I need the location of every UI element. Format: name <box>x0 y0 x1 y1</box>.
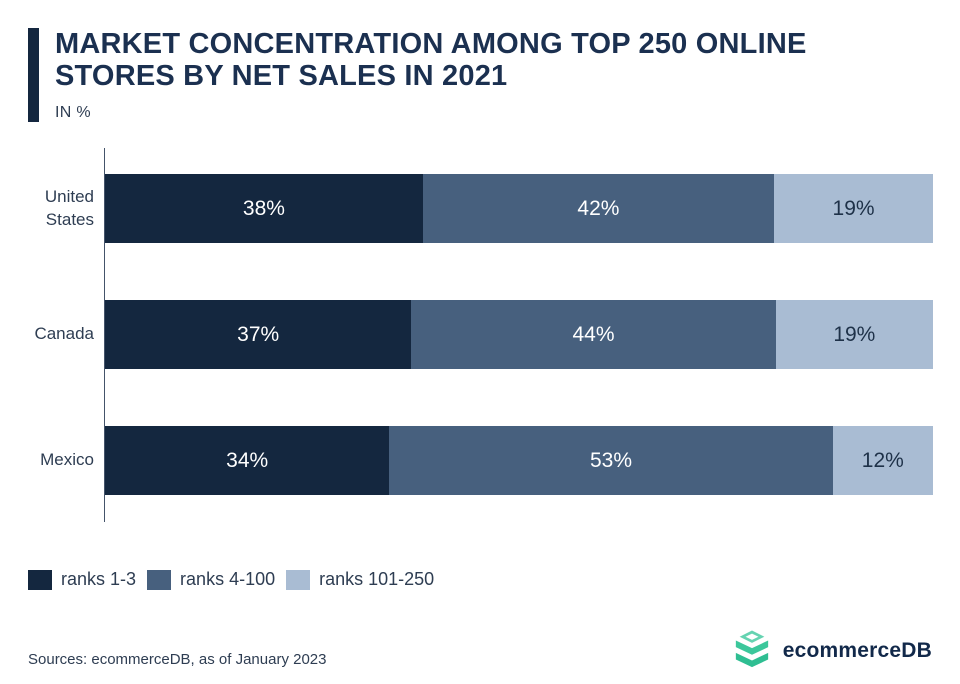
bar-row-united-states: United States 38% 42% 19% <box>45 174 933 243</box>
legend-item-ranks-101-250: ranks 101-250 <box>286 569 434 590</box>
legend-swatch-ranks-101-250 <box>286 569 311 590</box>
chart-header: MARKET CONCENTRATION AMONG TOP 250 ONLIN… <box>28 28 900 122</box>
stacked-bar-chart: United States 38% 42% 19% Canada 37% 44% 19% Mex… <box>34 148 933 522</box>
bar-segment-united-states-ranks-4-100: 42% <box>422 174 775 243</box>
category-label-canada: Canada <box>34 324 94 344</box>
ecommercedb-layers-icon <box>735 630 768 668</box>
bar-segment-mexico-ranks-4-100: 53% <box>389 426 833 495</box>
legend-label-ranks-101-250: ranks 101-250 <box>319 569 435 589</box>
chart-legend: ranks 1-3 ranks 4-100 ranks 101-250 <box>28 569 445 590</box>
title-accent-bar <box>28 28 39 122</box>
bar-row-canada: Canada 37% 44% 19% <box>34 300 933 369</box>
bar-segment-mexico-ranks-101-250: 12% <box>832 426 933 495</box>
legend-label-ranks-4-100: ranks 4-100 <box>180 569 276 589</box>
legend-label-ranks-1-3: ranks 1-3 <box>61 569 137 589</box>
bar-segment-canada-ranks-1-3: 37% <box>105 300 412 369</box>
page-title: MARKET CONCENTRATION AMONG TOP 250 ONLIN… <box>55 28 807 92</box>
legend-swatch-ranks-4-100 <box>147 569 172 590</box>
legend-item-ranks-4-100: ranks 4-100 <box>147 569 275 590</box>
bar-row-mexico: Mexico 34% 53% 12% <box>40 426 933 495</box>
bar-segment-united-states-ranks-101-250: 19% <box>774 174 933 243</box>
category-label-united-states: United States <box>44 187 94 229</box>
bar-segment-united-states-ranks-1-3: 38% <box>105 174 423 243</box>
legend-swatch-ranks-1-3 <box>28 569 52 590</box>
bar-segment-canada-ranks-4-100: 44% <box>411 300 776 369</box>
source-note: Sources: ecommerceDB, as of January 2023 <box>28 651 327 668</box>
brand-logo: ecommerceDB <box>733 630 932 671</box>
legend-item-ranks-1-3: ranks 1-3 <box>28 569 136 590</box>
category-label-mexico: Mexico <box>40 450 94 470</box>
title-block: MARKET CONCENTRATION AMONG TOP 250 ONLIN… <box>55 28 900 122</box>
brand-logo-text: ecommerceDB <box>782 638 932 662</box>
bar-segment-mexico-ranks-1-3: 34% <box>105 426 390 495</box>
unit-label: IN % <box>55 104 91 121</box>
bar-segment-canada-ranks-101-250: 19% <box>775 300 933 369</box>
